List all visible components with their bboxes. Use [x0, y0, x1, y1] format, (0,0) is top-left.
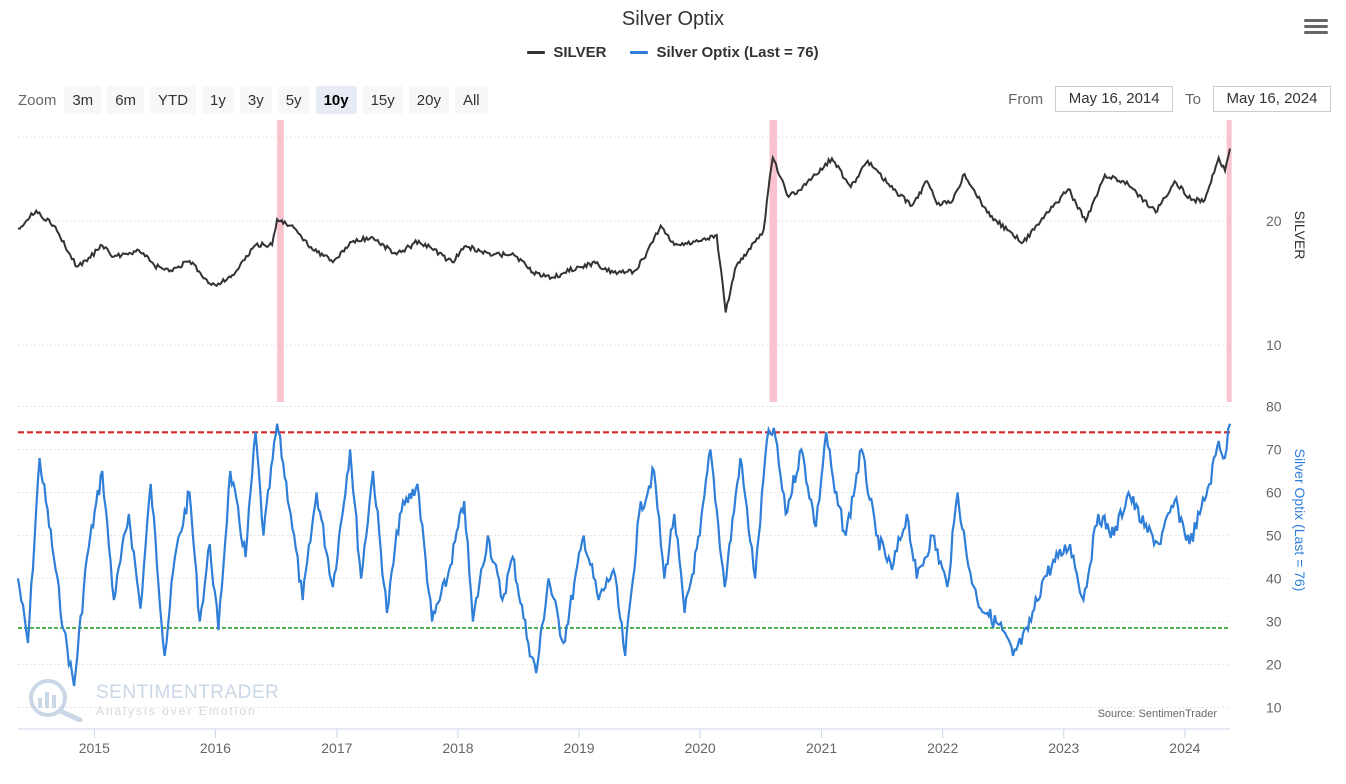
x-tick-label: 2015	[79, 740, 110, 756]
watermark: SENTIMENTRADER Analysis over Emotion	[24, 678, 279, 722]
x-tick-label: 2019	[563, 740, 594, 756]
zoom-10y-button[interactable]: 10y	[315, 86, 357, 114]
zoom-6m-button[interactable]: 6m	[107, 86, 145, 114]
date-range-selector: From May 16, 2014 To May 16, 2024	[1008, 86, 1331, 112]
optix-tick-label: 20	[1266, 657, 1282, 673]
zoom-20y-button[interactable]: 20y	[408, 86, 449, 114]
chart-title: Silver Optix	[621, 8, 725, 30]
legend: SILVER Silver Optix (Last = 76)	[0, 44, 1346, 61]
legend-label-silver: SILVER	[553, 44, 607, 61]
optix-tick-label: 10	[1266, 700, 1282, 716]
magnifier-logo-icon	[29, 679, 83, 722]
to-label: To	[1185, 90, 1201, 108]
silver-axis-ticks: 10 20	[1266, 213, 1282, 353]
legend-item-silver[interactable]: SILVER	[527, 44, 606, 61]
optix-tick-label: 70	[1266, 442, 1282, 458]
watermark-tagline: Analysis over Emotion	[96, 704, 257, 718]
silver-optix-line	[16, 423, 1232, 687]
zoom-all-button[interactable]: All	[454, 86, 488, 114]
zoom-bar: Zoom 3m 6m YTD 1y 3y 5y 10y 15y 20y All	[18, 86, 488, 114]
from-label: From	[1008, 90, 1044, 108]
zoom-1y-button[interactable]: 1y	[202, 86, 234, 114]
x-tick-label: 2018	[442, 740, 473, 756]
x-axis-ticks: 2015 2016 2017 2018 2019 2020 2021 2022 2023 2024	[79, 729, 1201, 756]
silver-axis-title: SILVER	[1292, 211, 1308, 260]
zoom-15y-button[interactable]: 15y	[362, 86, 403, 114]
highlight-band	[1226, 120, 1232, 402]
optix-tick-label: 50	[1266, 528, 1282, 544]
source-credit: Source: SentimenTrader	[1097, 708, 1217, 720]
optix-tick-label: 40	[1266, 571, 1282, 587]
x-tick-label: 2023	[1048, 740, 1079, 756]
optix-tick-label: 60	[1266, 485, 1282, 501]
x-tick-label: 2020	[685, 740, 716, 756]
from-date-input[interactable]: May 16, 2014	[1055, 86, 1174, 112]
zoom-label: Zoom	[18, 91, 57, 109]
silver-tick-label: 20	[1266, 213, 1282, 229]
menu-bar	[1304, 31, 1328, 34]
highlight-band	[769, 120, 778, 402]
x-tick-label: 2022	[927, 740, 958, 756]
legend-label-optix: Silver Optix (Last = 76)	[656, 44, 819, 61]
x-tick-label: 2017	[321, 740, 352, 756]
to-date-input[interactable]: May 16, 2024	[1213, 86, 1331, 112]
watermark-brand: SENTIMENTRADER	[96, 682, 280, 703]
legend-swatch-optix	[630, 51, 649, 54]
legend-swatch-silver	[527, 51, 546, 54]
legend-item-optix[interactable]: Silver Optix (Last = 76)	[630, 44, 819, 61]
optix-tick-label: 30	[1266, 614, 1282, 630]
zoom-5y-button[interactable]: 5y	[277, 86, 310, 114]
zoom-ytd-button[interactable]: YTD	[150, 86, 197, 114]
highlight-bands	[277, 120, 1232, 402]
optix-tick-label: 80	[1266, 399, 1282, 415]
highlight-band	[277, 120, 284, 402]
x-tick-label: 2021	[806, 740, 837, 756]
zoom-3y-button[interactable]: 3y	[239, 86, 272, 114]
silver-price-line	[17, 148, 1231, 313]
menu-bar	[1304, 25, 1328, 28]
zoom-3m-button[interactable]: 3m	[64, 86, 102, 114]
reference-lines	[18, 431, 1230, 629]
optix-axis-title: Silver Optix (Last = 76)	[1292, 449, 1308, 592]
menu-bar	[1304, 19, 1328, 22]
grid-lines	[18, 136, 1230, 708]
optix-axis-ticks: 10 20 30 40 50 60 70 80	[1266, 399, 1282, 716]
hamburger-menu-icon[interactable]	[1304, 16, 1328, 38]
x-tick-label: 2024	[1169, 740, 1200, 756]
silver-tick-label: 10	[1266, 337, 1282, 353]
x-tick-label: 2016	[200, 740, 231, 756]
